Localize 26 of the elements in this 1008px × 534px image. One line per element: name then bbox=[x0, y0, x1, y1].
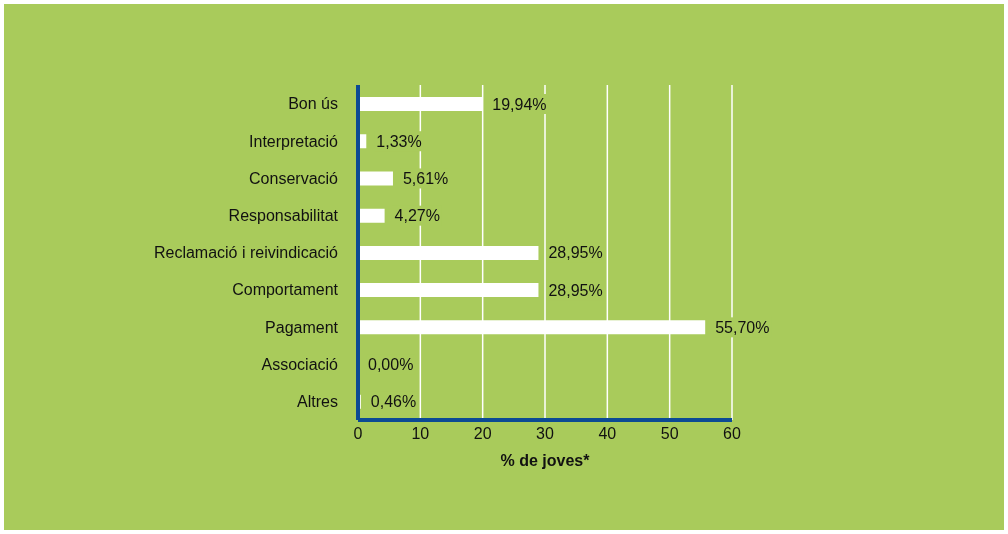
x-tick-label: 60 bbox=[723, 425, 741, 443]
data-label: 0,00% bbox=[368, 356, 414, 374]
x-tick-label: 0 bbox=[353, 425, 363, 443]
data-label: 19,94% bbox=[492, 95, 547, 113]
y-tick-label: Altres bbox=[297, 393, 338, 411]
x-tick-label: 30 bbox=[536, 425, 554, 443]
y-tick-label: Associació bbox=[261, 355, 339, 373]
y-tick-label: Pagament bbox=[265, 318, 339, 336]
data-label: 1,33% bbox=[376, 132, 422, 150]
data-label: 28,95% bbox=[548, 281, 603, 299]
y-tick-label: Interpretació bbox=[249, 132, 339, 150]
x-tick-label: 20 bbox=[473, 425, 492, 443]
data-label: 55,70% bbox=[715, 318, 770, 336]
y-tick-label: Reclamació i reivindicació bbox=[153, 244, 339, 262]
y-tick-label: Bon ús bbox=[288, 95, 338, 113]
x-tick-label: 40 bbox=[598, 425, 617, 443]
y-tick-label: Comportament bbox=[232, 281, 339, 299]
y-tick-label: Responsabilitat bbox=[228, 206, 339, 224]
x-axis-title: % de joves* bbox=[500, 452, 591, 469]
data-label: 4,27% bbox=[394, 207, 440, 225]
x-tick-label: 10 bbox=[411, 425, 430, 443]
data-label: 0,46% bbox=[370, 393, 417, 411]
data-label: 28,95% bbox=[548, 244, 603, 262]
x-tick-label: 50 bbox=[660, 425, 679, 443]
data-label: 5,61% bbox=[402, 169, 449, 187]
y-tick-label: Conservació bbox=[249, 169, 339, 187]
